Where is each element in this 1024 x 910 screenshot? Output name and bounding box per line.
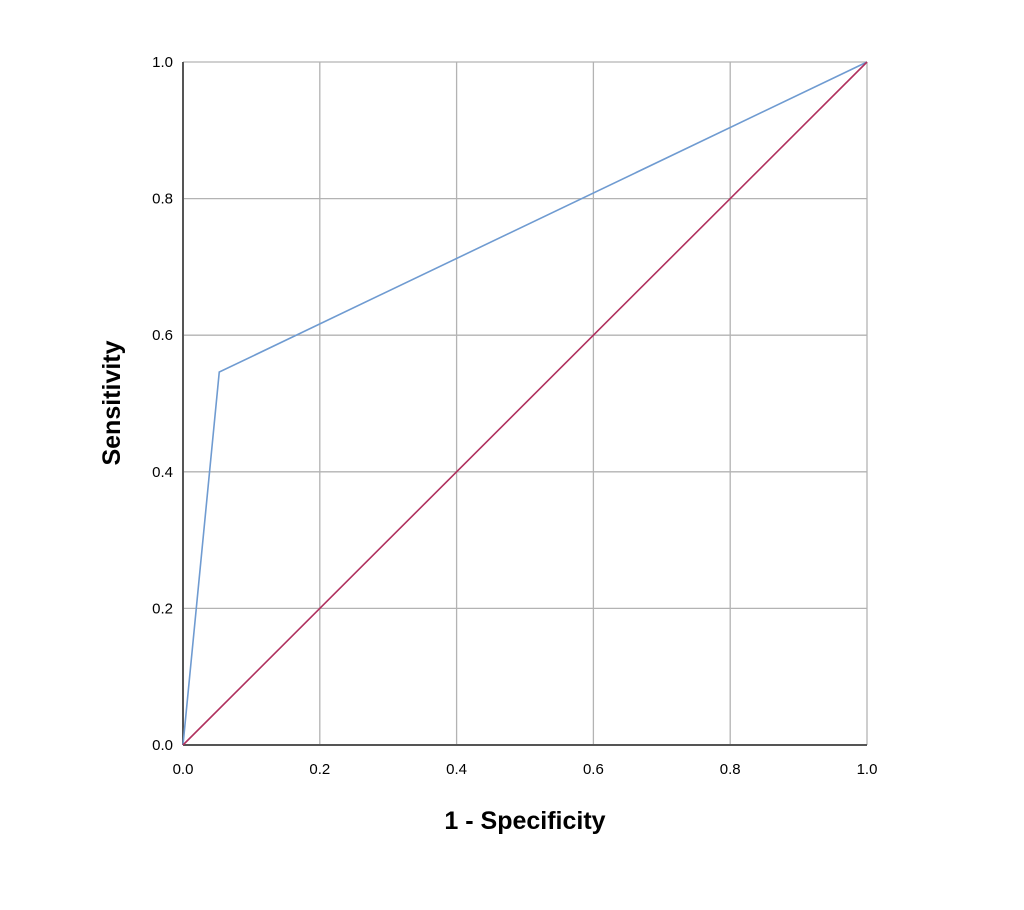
y-tick-label: 1.0 [152,54,173,71]
y-tick-label: 0.0 [152,737,173,754]
x-tick-label: 0.4 [446,761,467,778]
reference-line [182,61,868,746]
y-tick-label: 0.6 [152,327,173,344]
y-axis-label: Sensitivity [98,340,126,465]
x-tick-label: 1.0 [857,761,878,778]
roc-curve [182,61,868,746]
x-tick-label: 0.6 [583,761,604,778]
y-tick-label: 0.4 [152,464,173,481]
x-tick-label: 0.8 [720,761,741,778]
x-tick-label: 0.2 [309,761,330,778]
x-axis-label: 1 - Specificity [444,807,605,835]
y-tick-label: 0.8 [152,191,173,208]
y-tick-label: 0.2 [152,600,173,617]
x-tick-label: 0.0 [173,761,194,778]
